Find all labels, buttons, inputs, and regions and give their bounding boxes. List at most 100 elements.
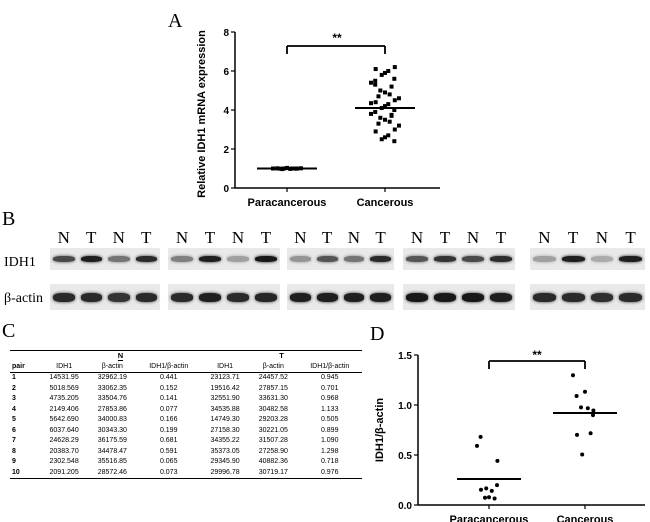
blot-lane-label: N: [466, 228, 480, 247]
data-point: [285, 165, 289, 170]
table-cell: 29203.28: [258, 416, 288, 423]
data-point: [383, 104, 387, 109]
table-cell-pair: 4: [12, 405, 16, 413]
blot-band: [561, 292, 585, 302]
panel-letter-c: C: [2, 320, 16, 342]
data-point: [397, 123, 401, 128]
data-point: [281, 166, 286, 171]
table-cell: 0.968: [320, 395, 339, 402]
table-column-header: IDH1: [40, 361, 89, 373]
blot-lane-label: N: [112, 228, 125, 247]
table-cell-pair: 7: [12, 437, 16, 444]
table-cell: 2302.548: [49, 458, 79, 465]
blot-strip: [530, 248, 645, 270]
blot-lane-label: T: [495, 228, 507, 247]
data-point: [588, 431, 593, 436]
table-cell: 34000.83: [97, 416, 127, 423]
data-point: [392, 76, 397, 81]
table-cell: 1.133: [320, 405, 339, 413]
data-point: [383, 117, 387, 122]
table-cell: 14749.30: [210, 416, 240, 423]
blot-lane-label: N: [410, 228, 424, 247]
blot-lane-label: T: [375, 228, 386, 247]
table-cell: 0.976: [297, 467, 362, 479]
blot-strip: [403, 248, 515, 270]
table-cell: 34355.22: [210, 437, 240, 444]
blot-band: [80, 256, 102, 262]
data-point: [294, 166, 299, 171]
blot-lane-label: T: [567, 228, 579, 247]
table-cell: 35516.85: [97, 458, 127, 465]
blot-band: [108, 256, 130, 262]
blot-strip: [168, 284, 280, 310]
blot-band: [108, 292, 130, 302]
y-tick-label: 8: [223, 28, 229, 39]
blot-row-label-idh1: IDH1: [4, 255, 36, 270]
data-point: [392, 108, 397, 112]
table-cell-pair: 5: [12, 416, 16, 423]
data-point: [373, 129, 378, 134]
panel-d-y-axis-label: IDH1/β-actin: [374, 398, 386, 462]
blot-band: [227, 292, 249, 302]
table-cell: 30343.30: [97, 426, 127, 434]
blot-strip: [50, 248, 160, 270]
table-cell: 33631.30: [258, 395, 288, 402]
table-cell-pair: 10: [10, 467, 40, 479]
blot-lane-label: N: [175, 228, 189, 247]
table-cell: 35373.05: [210, 447, 240, 455]
table-cell: 1.090: [320, 437, 339, 444]
data-point: [392, 127, 397, 132]
data-point: [373, 78, 378, 83]
table-row: 1 14531.95 32962.19 0.441 23123.71 24457.52 0.…: [10, 373, 362, 384]
table-row: 6 6037.640 30343.30 0.199 27158.30 30221.05 0.…: [10, 426, 362, 437]
data-point: [389, 84, 394, 89]
blot-strip: [287, 284, 394, 310]
table-cell: 1.298: [320, 447, 339, 455]
blot-lane-label: N: [347, 228, 361, 247]
data-point: [387, 92, 392, 97]
table-cell-pair: 3: [12, 395, 16, 402]
blot-band: [171, 256, 193, 262]
blot-band: [316, 292, 338, 302]
table-cell: 2149.406: [49, 405, 79, 413]
table-group-header-n: N: [40, 350, 201, 362]
blot-band: [590, 256, 614, 262]
blot-lane-label: T: [439, 228, 451, 247]
table-cell-pair: 6: [12, 426, 16, 434]
blot-band: [533, 256, 556, 262]
blot-strip: [50, 284, 160, 310]
table-row: 2 5018.569 33062.35 0.152 19516.42 27857.15 0.…: [10, 384, 362, 395]
table-cell-pair: 8: [12, 447, 16, 455]
data-point: [591, 413, 595, 418]
table-cell: 0.141: [159, 395, 178, 402]
panel-letter-a: A: [168, 10, 183, 32]
table-cell: 14531.95: [49, 374, 79, 381]
table-cell: 27853.86: [97, 405, 127, 413]
table-cell: 0.166: [159, 416, 178, 423]
blot-lane-label: N: [57, 228, 70, 247]
blot-row-label-actin: β-actin: [4, 291, 43, 306]
blot-lane-label: N: [294, 228, 307, 247]
data-point: [383, 70, 387, 75]
y-tick-label: 1.5: [398, 351, 412, 362]
data-point: [579, 405, 583, 410]
data-point: [373, 109, 378, 114]
blot-band: [80, 292, 102, 302]
table-cell: 32551.90: [210, 395, 240, 402]
table-row: 8 20383.70 34478.47 0.591 35373.05 27258.90 1.…: [10, 447, 362, 458]
data-point: [299, 166, 303, 171]
table-cell: 19516.42: [210, 384, 240, 392]
data-point: [378, 88, 383, 93]
data-point: [378, 115, 383, 120]
data-point: [574, 394, 579, 398]
data-point: [392, 98, 397, 103]
table-cell: 0.505: [320, 416, 339, 423]
table-cell: 29996.78: [200, 467, 250, 479]
data-point: [484, 486, 489, 491]
table-cell: 0.718: [320, 458, 339, 465]
table-cell-pair: 9: [12, 458, 16, 465]
y-tick-label: 0.0: [398, 501, 412, 512]
table-column-header: β-actin: [249, 361, 298, 373]
table-cell: 32962.19: [97, 374, 127, 381]
table-cell: 34478.47: [97, 447, 127, 455]
